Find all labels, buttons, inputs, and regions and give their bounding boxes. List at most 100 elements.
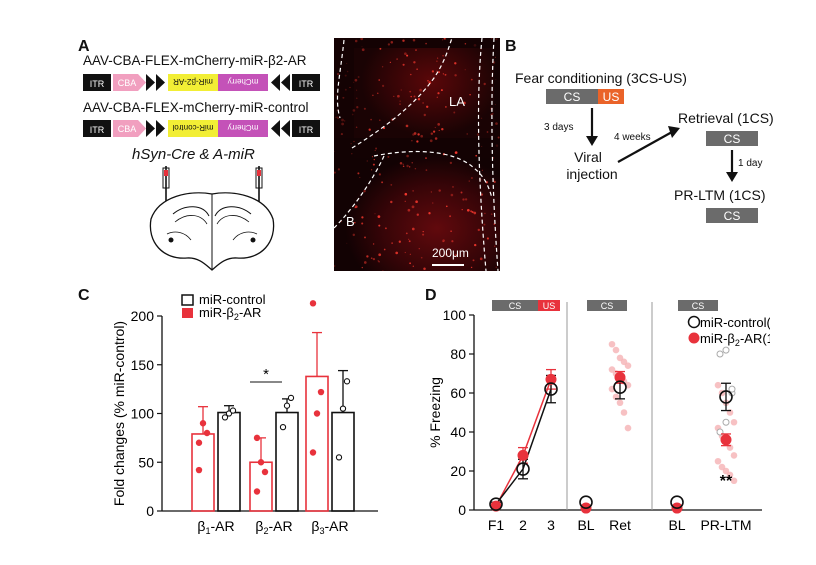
bar-chart-fold-changes: Fold changes (% miR-control) 0 50 100 150 20… (111, 292, 378, 536)
data-point (624, 362, 632, 369)
labeled-cell (425, 42, 427, 45)
labeled-cell (361, 46, 363, 48)
legend-marker-mir-b2 (688, 332, 700, 344)
labeled-cell (408, 238, 410, 240)
labeled-cell (372, 94, 374, 97)
cs-label: CS (724, 209, 741, 223)
mir-control-label: miR-control (172, 123, 213, 132)
labeled-cell (389, 61, 392, 64)
cs-block (678, 300, 718, 311)
labeled-cell (494, 245, 496, 247)
data-point (309, 449, 317, 456)
data-point-control (670, 495, 684, 509)
panel-label-d: D (425, 287, 437, 304)
fear-conditioning-label: Fear conditioning (3CS-US) (515, 70, 687, 86)
micrograph: LA B 200μm (334, 38, 500, 271)
labeled-cell (378, 79, 380, 81)
arrow-shaft (617, 131, 673, 163)
labeled-cell (360, 38, 364, 41)
labeled-cell (353, 81, 355, 83)
x-tick-label: PR-LTM (700, 517, 751, 533)
corpus-callosum (172, 206, 252, 217)
interval-4-weeks: 4 weeks (614, 132, 651, 143)
syringe-left (162, 167, 170, 189)
labeled-cell (334, 151, 335, 152)
lox-arrow (156, 74, 165, 91)
mcherry-label: mCherry (228, 77, 259, 86)
labeled-cell (363, 190, 366, 193)
data-point-control (544, 382, 558, 396)
data-point (309, 300, 317, 307)
labeled-cell (450, 230, 452, 232)
labeled-cell (423, 113, 426, 117)
labeled-cell (454, 74, 457, 77)
y-tick-label: 100 (443, 307, 467, 323)
labeled-cell (480, 193, 484, 196)
labeled-cell (354, 78, 358, 82)
labeled-cell (344, 88, 347, 91)
micrograph-cells (334, 38, 500, 271)
region-label-b: B (346, 214, 355, 229)
bar-mir-b2 (191, 433, 215, 512)
x-tick-label: β1-AR (197, 518, 234, 536)
labeled-cell (411, 162, 413, 164)
labeled-cell (495, 78, 497, 80)
labeled-cell (476, 133, 480, 136)
labeled-cell (366, 160, 368, 162)
labeled-cell (445, 205, 448, 208)
labeled-cell (355, 126, 358, 129)
data-point (279, 423, 287, 431)
bar-control (275, 411, 299, 512)
labeled-cell (414, 167, 417, 170)
labeled-cell (483, 223, 486, 226)
x-tick-label: β3-AR (311, 518, 348, 536)
viral-injection-line2: injection (566, 166, 617, 182)
cs-label: CS (509, 301, 522, 311)
x-tick-label: β2-AR (255, 518, 292, 536)
labeled-cell (460, 191, 463, 194)
y-tick-label: 0 (146, 503, 154, 519)
data-point (722, 418, 730, 426)
session-bars: CS US CS CS (492, 300, 718, 311)
labeled-cell (372, 163, 375, 166)
labeled-cell (382, 270, 384, 271)
data-point (343, 378, 351, 385)
labeled-cell (374, 149, 376, 152)
labeled-cell (406, 164, 409, 168)
labeled-cell (474, 243, 477, 247)
labeled-cell (391, 242, 393, 244)
labeled-cell (422, 102, 424, 104)
labeled-cell (402, 39, 405, 42)
labeled-cell (413, 132, 417, 135)
labeled-cell (437, 57, 439, 59)
injection-site-right (250, 237, 256, 243)
labeled-cell (354, 205, 358, 209)
labeled-cell (441, 128, 444, 131)
labeled-cell (418, 248, 420, 250)
data-point (612, 346, 620, 354)
labeled-cell (437, 123, 441, 126)
interval-3-days: 3 days (544, 122, 573, 133)
labeled-cell (481, 145, 483, 147)
arrow-head (726, 172, 738, 182)
data-point (728, 385, 736, 393)
labeled-cell (436, 60, 438, 62)
injection-site-left (168, 237, 174, 243)
labeled-cell (381, 181, 384, 184)
labeled-cell (356, 106, 359, 109)
lox-arrow (281, 74, 290, 91)
labeled-cell (493, 180, 496, 184)
labeled-cell (397, 94, 400, 98)
timeline-diagram: CS US 3 days Viral injection 4 weeks Ret… (544, 89, 774, 223)
labeled-cell (370, 257, 373, 260)
significance-star: * (263, 366, 269, 383)
labeled-cell (473, 211, 477, 215)
labeled-cell (495, 122, 498, 125)
labeled-cell (399, 162, 403, 165)
labeled-cell (361, 48, 365, 52)
labeled-cell (438, 189, 441, 192)
labeled-cell (368, 128, 371, 131)
labeled-cell (470, 266, 473, 269)
labeled-cell (497, 136, 500, 139)
labeled-cell (390, 41, 394, 44)
